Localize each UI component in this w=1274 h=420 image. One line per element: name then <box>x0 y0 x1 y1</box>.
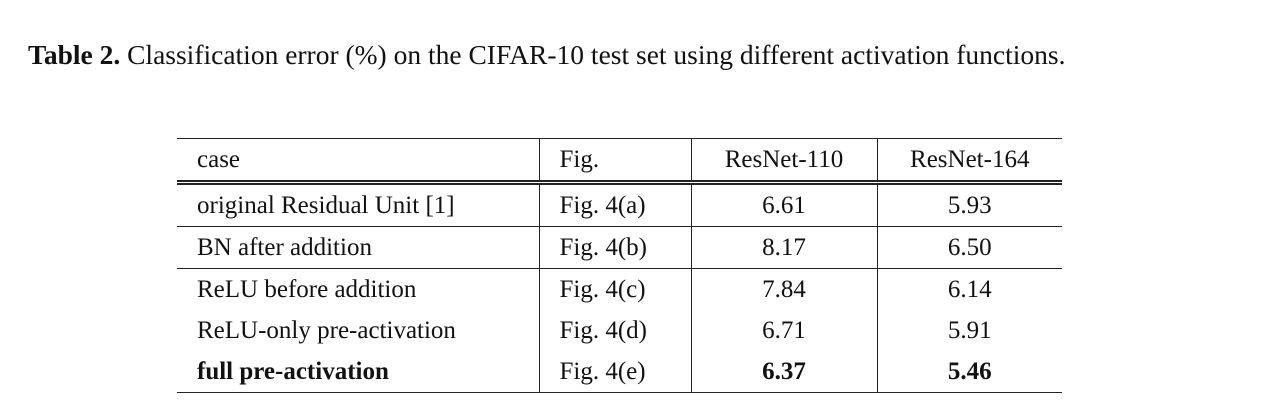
table-cell: full pre-activation <box>197 357 389 385</box>
header-cell: Fig. <box>538 138 691 185</box>
table-cell: Fig. 4(c) <box>538 268 691 310</box>
header-cell: ResNet-164 <box>876 138 1062 185</box>
table-body: original Residual Unit [1] Fig. 4(a) 6.61 5… <box>177 182 1062 393</box>
table-row: original Residual Unit [1] Fig. 4(a) 6.61 5… <box>177 182 1062 227</box>
table-cell: 6.37 <box>690 351 877 393</box>
table-header: case Fig. ResNet-110 ResNet-164 <box>177 138 1062 185</box>
caption-text: Classification error (%) on the CIFAR-10… <box>127 39 1066 70</box>
header-cell: ResNet-110 <box>690 138 877 185</box>
table-cell: 6.50 <box>876 226 1062 269</box>
table-cell: original Residual Unit [1] <box>177 182 539 227</box>
caption: Table 2. Classification error (%) on the… <box>28 36 1228 73</box>
caption-label: Table 2. <box>28 39 121 70</box>
table-cell: 5.91 <box>876 310 1062 351</box>
table-row: BN after addition Fig. 4(b) 8.17 6.50 <box>177 226 1062 269</box>
table-cell: 7.84 <box>690 268 877 310</box>
table-cell: Fig. 4(b) <box>538 226 691 269</box>
table-cell: 6.71 <box>690 310 877 351</box>
table-cell: 6.14 <box>876 268 1062 310</box>
results-table: case Fig. ResNet-110 ResNet-164 original Re… <box>177 138 1062 393</box>
table-cell: ReLU-only pre-activation <box>197 316 456 344</box>
table-cell: 5.93 <box>876 182 1062 227</box>
table-cell: Fig. 4(d) <box>538 310 691 351</box>
table-row: ReLU-only pre-activation Fig. 4(d) 6.71 5.9… <box>177 310 1062 351</box>
header-cell: case <box>177 138 539 185</box>
table-cell: 8.17 <box>690 226 877 269</box>
table-cell: BN after addition <box>177 226 539 269</box>
table-row: full pre-activation Fig. 4(e) 6.37 5.46 <box>177 351 1062 393</box>
table-cell: ReLU before addition <box>197 275 417 303</box>
table-cell: 6.61 <box>690 182 877 227</box>
table-cell: 5.46 <box>876 351 1062 393</box>
header-row: case Fig. ResNet-110 ResNet-164 <box>177 138 1062 185</box>
table-cell: Fig. 4(a) <box>538 182 691 227</box>
table-cell: Fig. 4(e) <box>538 351 691 393</box>
table-row: ReLU before addition Fig. 4(c) 7.84 6.14 <box>177 268 1062 310</box>
